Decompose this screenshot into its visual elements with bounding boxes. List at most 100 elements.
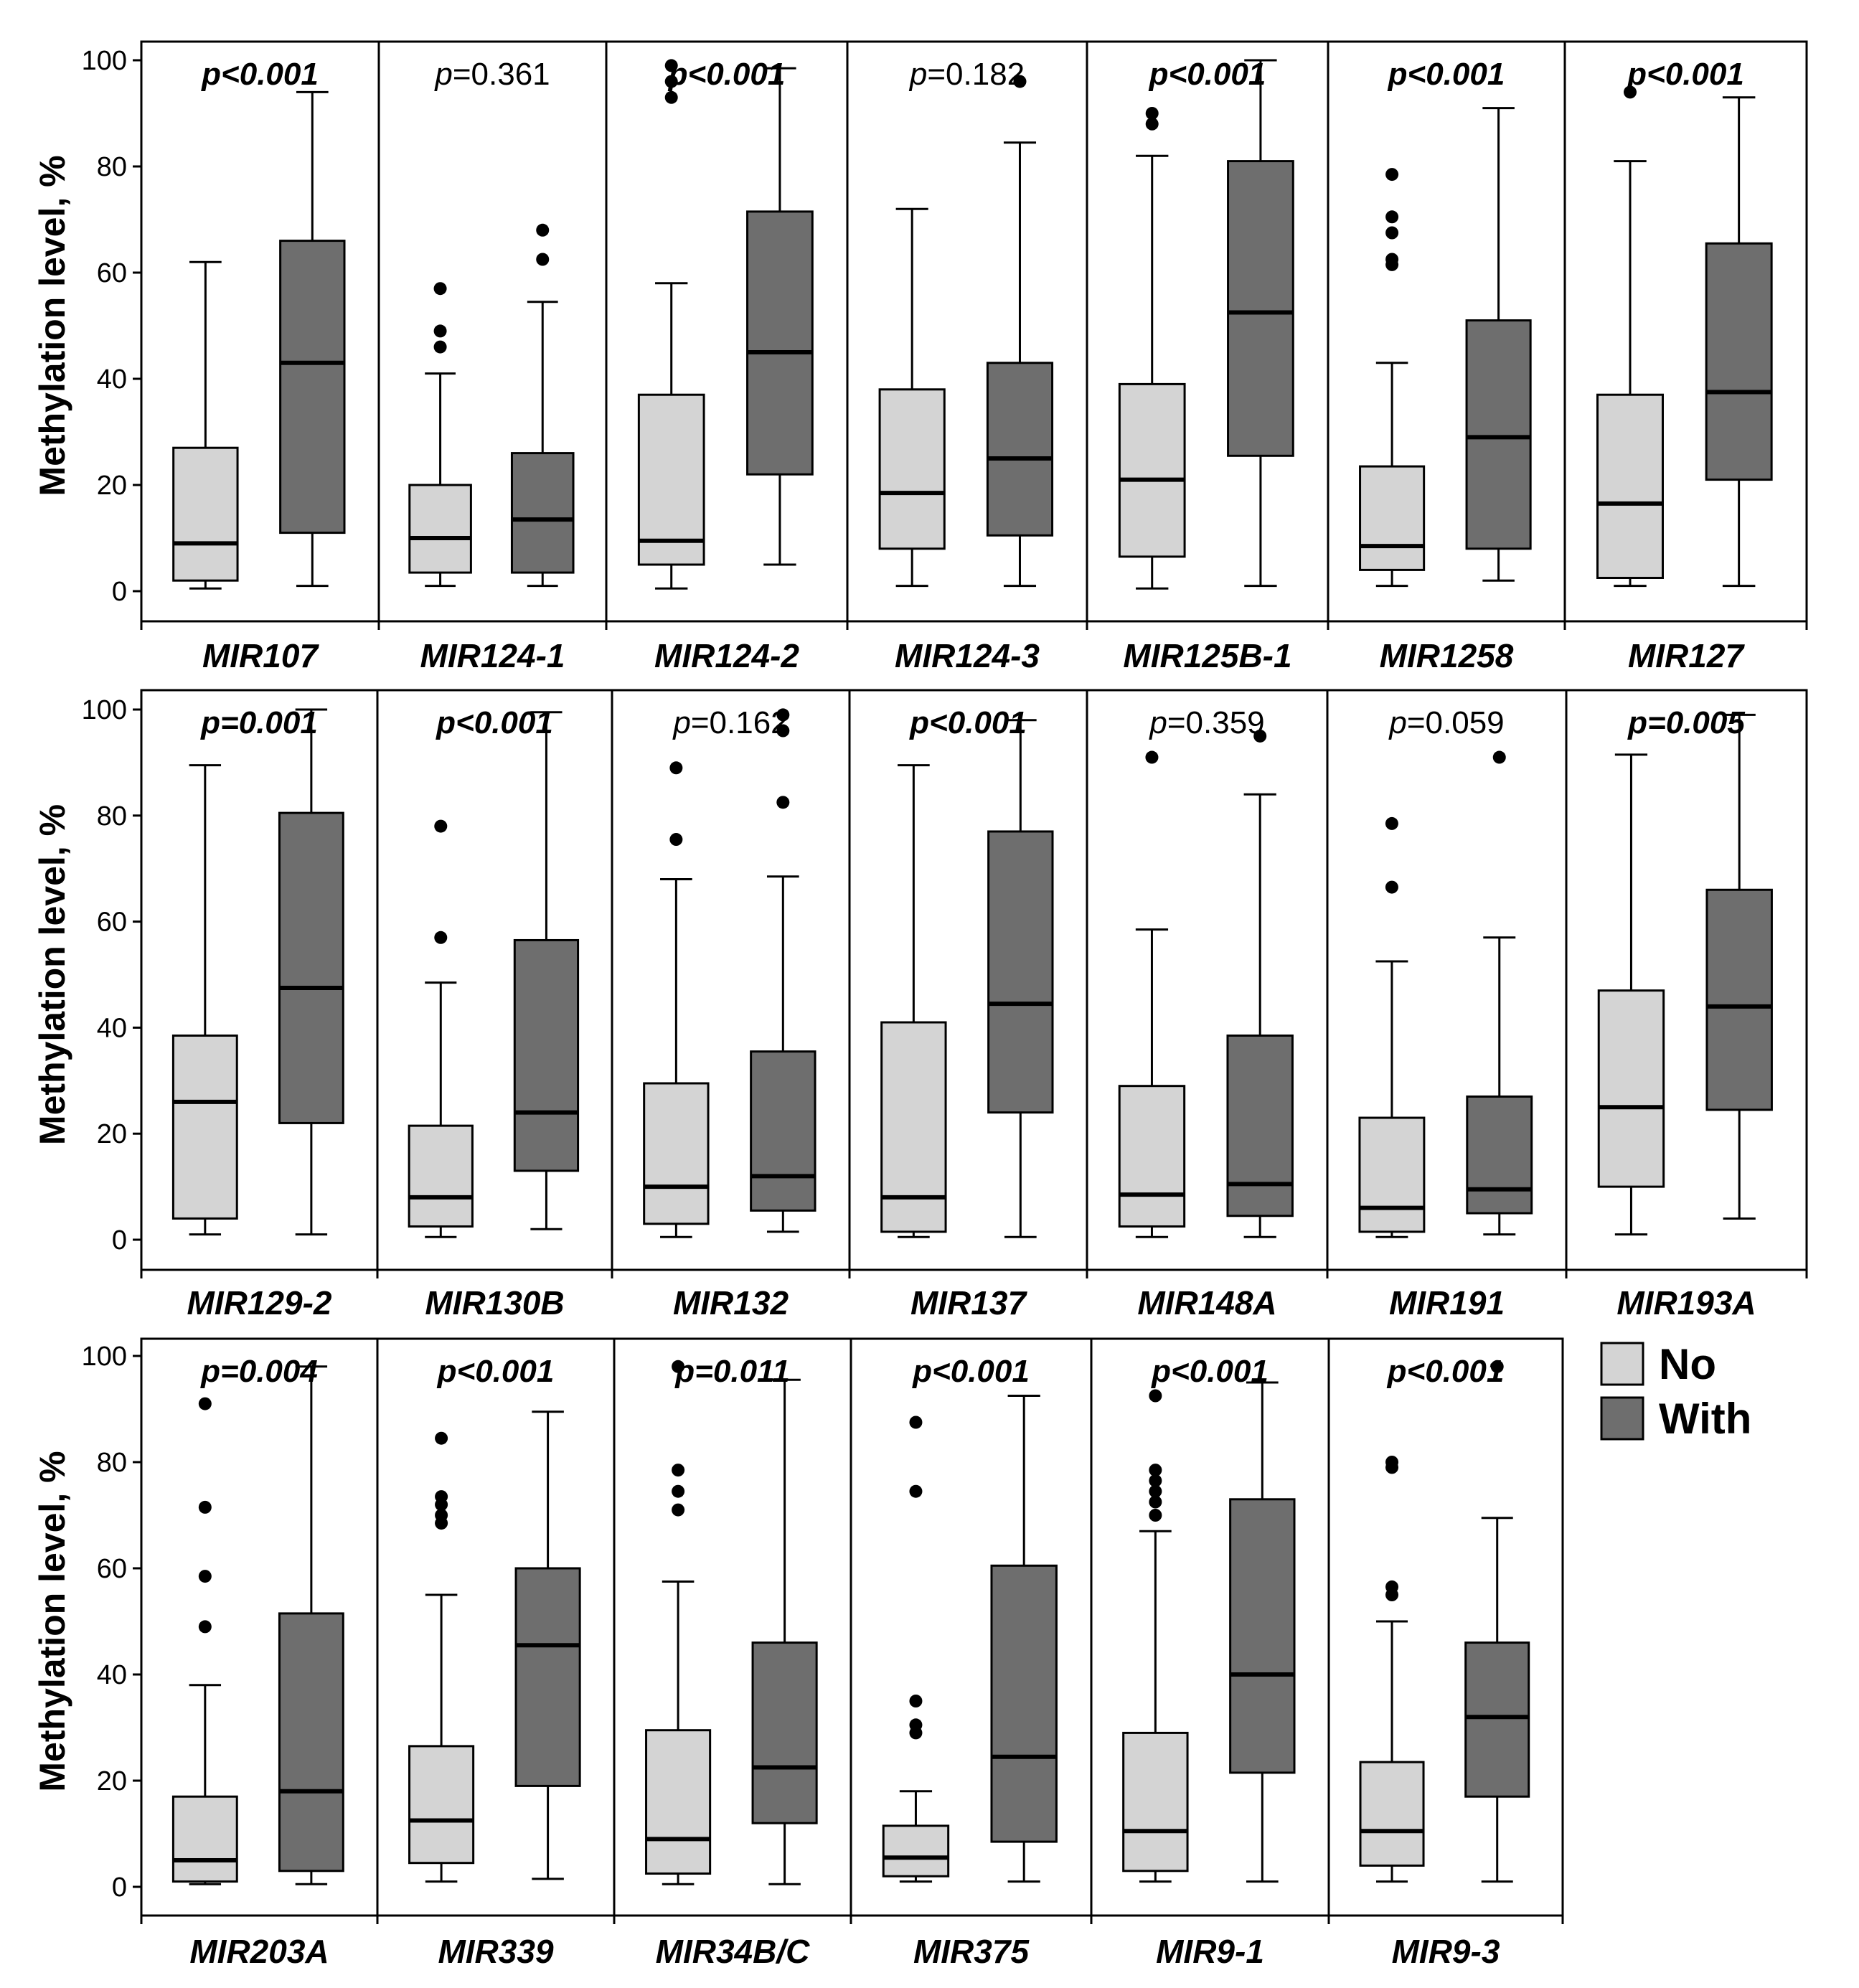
- no-box: [1118, 1085, 1186, 1228]
- no-box-outlier: [1149, 1509, 1162, 1522]
- p-value: p=0.361: [433, 57, 550, 92]
- gene-label: MIR125B-1: [1123, 637, 1291, 674]
- no-box-outlier: [1385, 210, 1399, 224]
- no-box-outlier: [434, 931, 448, 944]
- legend-swatch-with: [1600, 1396, 1644, 1441]
- no-box-outlier: [198, 1620, 212, 1634]
- with-box: [750, 1050, 816, 1212]
- p-value: p<0.001: [668, 57, 786, 92]
- with-box: [751, 1641, 818, 1824]
- p-value: p<0.001: [1388, 57, 1505, 92]
- y-tick-label: 0: [112, 577, 127, 607]
- p-value: p=0.162: [672, 705, 788, 740]
- with-box: [1227, 160, 1294, 457]
- p-symbol: p: [1627, 57, 1647, 92]
- panel-mir129-2: p=0.001 MIR129-2: [140, 705, 344, 1322]
- p-value-number: <0.001: [1647, 57, 1744, 92]
- with-box-outlier: [536, 223, 550, 237]
- p-value: p<0.001: [437, 1354, 555, 1389]
- p-value-number: <0.001: [688, 57, 786, 92]
- p-symbol: p: [436, 705, 456, 740]
- no-box-outlier: [1149, 1464, 1162, 1477]
- p-value-number: =0.182: [927, 57, 1025, 92]
- no-box-outlier: [909, 1484, 923, 1498]
- no-box-outlier: [1385, 226, 1399, 240]
- gene-label: MIR9-3: [1392, 1933, 1500, 1970]
- with-box: [1705, 888, 1773, 1111]
- no-box: [1358, 1116, 1426, 1233]
- p-value: p=0.359: [1148, 705, 1264, 740]
- y-tick-label: 100: [82, 695, 127, 725]
- no-box: [171, 1034, 238, 1220]
- panel-mir127: p<0.001 MIR127: [1563, 42, 1773, 674]
- no-box: [645, 1729, 712, 1875]
- no-box-outlier: [909, 1718, 923, 1732]
- p-value-number: <0.001: [1408, 57, 1505, 92]
- no-box: [171, 1795, 238, 1883]
- with-box: [278, 811, 344, 1124]
- with-box-outlier: [1490, 1360, 1504, 1373]
- p-value-number: <0.001: [932, 1354, 1030, 1389]
- p-value: p=0.004: [200, 1354, 318, 1389]
- y-tick-label: 100: [82, 1342, 127, 1372]
- with-box-outlier: [1492, 750, 1506, 764]
- no-box: [172, 446, 239, 582]
- p-symbol: p: [200, 705, 220, 740]
- p-value-number: =0.005: [1647, 705, 1745, 740]
- with-box-outlier: [776, 708, 790, 722]
- no-box-outlier: [1385, 1580, 1399, 1593]
- p-symbol: p: [1627, 705, 1647, 740]
- p-value-number: =0.361: [453, 57, 550, 92]
- y-axis-title: Methylation level, %: [32, 155, 72, 496]
- with-box: [513, 938, 580, 1172]
- no-box-outlier: [1385, 816, 1398, 830]
- with-box-outlier: [536, 253, 550, 266]
- panel-mir339: p<0.001 MIR339: [376, 1339, 581, 1970]
- no-box-outlier: [1385, 880, 1398, 894]
- no-box-outlier: [433, 340, 447, 354]
- y-tick-label: 60: [97, 908, 127, 938]
- gene-label: MIR193A: [1616, 1284, 1756, 1322]
- gene-label: MIR132: [673, 1284, 789, 1322]
- gene-label: MIR124-1: [420, 637, 565, 674]
- no-box-outlier: [1623, 85, 1637, 99]
- gene-label: MIR375: [913, 1933, 1030, 1970]
- with-box: [279, 240, 346, 534]
- with-box: [986, 362, 1054, 537]
- panel-mir132: p=0.162 MIR132: [611, 690, 816, 1322]
- panel-mir107: p<0.001 MIR107: [140, 57, 346, 674]
- p-symbol: p: [201, 57, 221, 92]
- p-symbol: p: [1149, 57, 1169, 92]
- no-box: [882, 1824, 950, 1878]
- no-box: [1359, 465, 1426, 571]
- p-value-number: <0.001: [456, 705, 553, 740]
- gene-label: MIR127: [1628, 637, 1745, 674]
- panel-mir9-3: p<0.001 MIR9-3: [1327, 1339, 1530, 1970]
- no-box-outlier: [1385, 253, 1399, 266]
- no-box-outlier: [433, 282, 447, 296]
- p-value: p=0.182: [908, 57, 1025, 92]
- y-tick-label: 20: [97, 471, 127, 501]
- legend-label-no: No: [1659, 1340, 1716, 1388]
- y-tick-label: 60: [97, 258, 127, 288]
- p-value-number: <0.001: [929, 705, 1027, 740]
- y-tick-label: 80: [97, 1448, 127, 1478]
- p-value: p<0.001: [1387, 1354, 1505, 1389]
- with-box-outlier: [776, 796, 790, 809]
- panel-mir125b-1: p<0.001 MIR125B-1: [1086, 42, 1294, 674]
- no-box-outlier: [672, 1484, 685, 1498]
- no-box-outlier: [1145, 107, 1159, 120]
- no-box: [408, 1745, 475, 1865]
- gene-label: MIR9-1: [1156, 1933, 1264, 1970]
- no-box: [1118, 382, 1186, 558]
- p-value: p<0.001: [912, 1354, 1030, 1389]
- with-box: [1464, 1641, 1530, 1798]
- p-symbol: p: [1388, 705, 1406, 740]
- no-box: [880, 1021, 947, 1233]
- no-box-outlier: [435, 1509, 448, 1522]
- p-value-number: =0.359: [1167, 705, 1265, 740]
- y-tick-label: 0: [112, 1225, 127, 1256]
- panel-mir1258: p<0.001 MIR1258: [1327, 42, 1532, 674]
